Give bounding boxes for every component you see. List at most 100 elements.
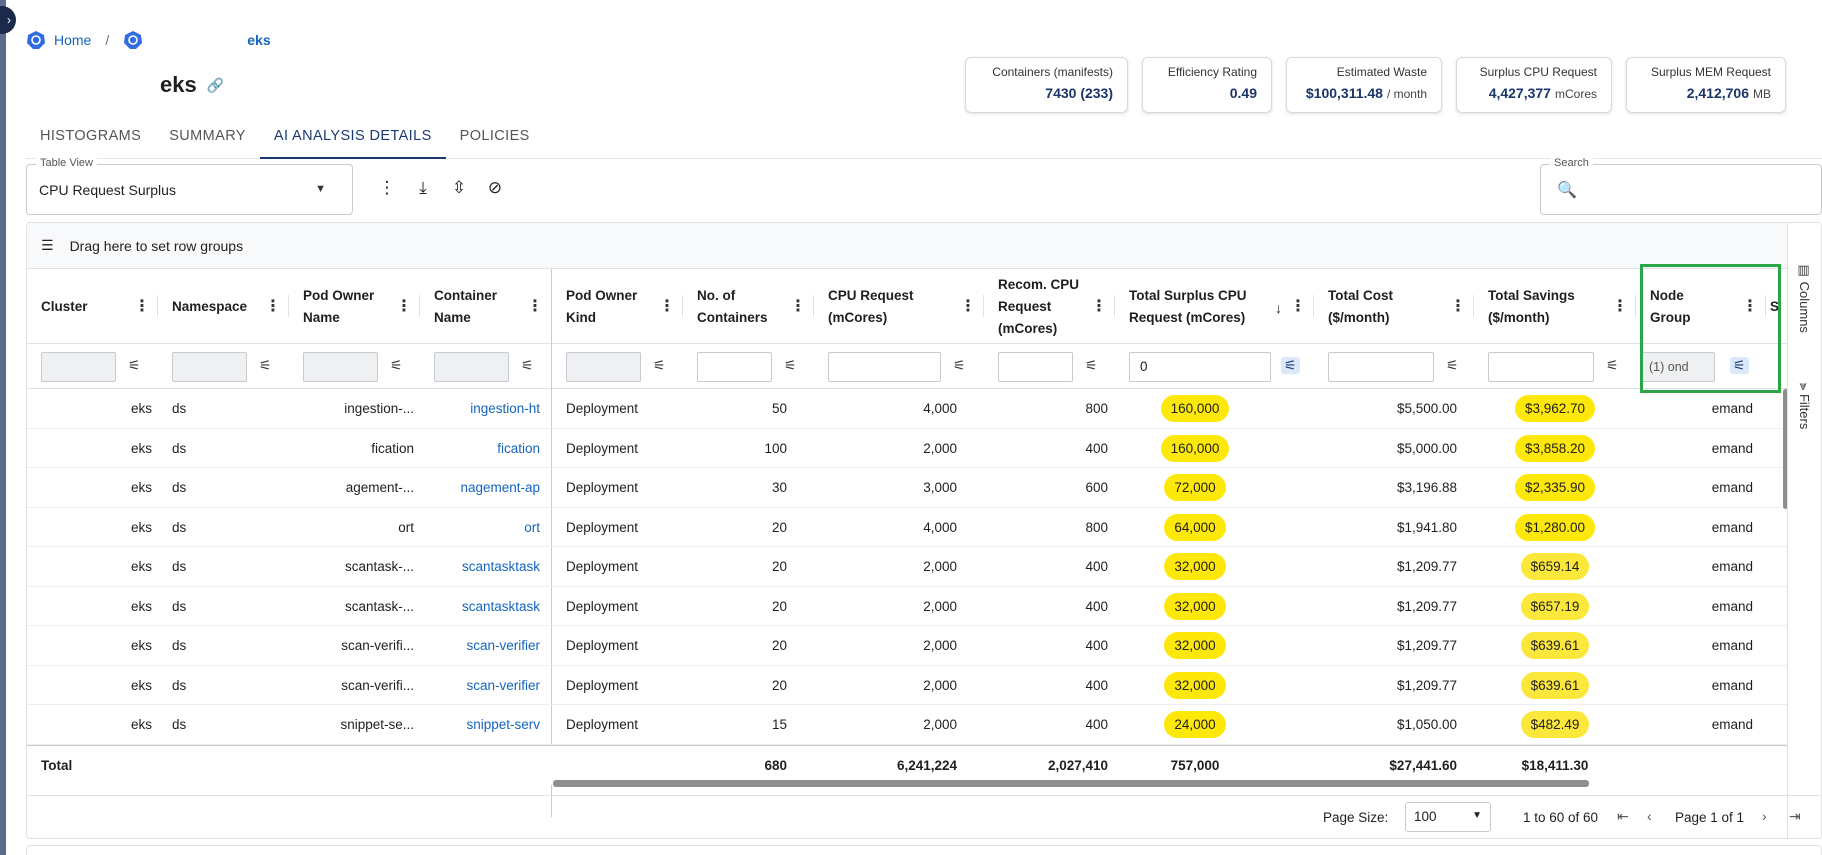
table-view-select[interactable]: Table View CPU Request Surplus ▼ xyxy=(26,157,353,215)
filter-cluster-input[interactable] xyxy=(41,352,116,382)
col-header-recom-cpu[interactable]: Recom. CPU Request (mCores) ⋮ xyxy=(984,269,1115,344)
filter-surplus-input[interactable]: 0 xyxy=(1129,352,1271,382)
breadcrumb-cluster-link[interactable]: eks xyxy=(247,32,271,48)
first-page-icon[interactable]: ⇤ xyxy=(1617,808,1629,824)
filter-cpu-input[interactable] xyxy=(828,352,941,382)
prev-page-icon[interactable]: ‹ xyxy=(1647,808,1652,824)
cell-container[interactable]: ingestion-ht xyxy=(470,401,540,416)
clear-filter-icon[interactable]: ⊘ xyxy=(487,178,503,197)
table-row[interactable]: eks ds agement-... nagement-ap Deployment 30 3… xyxy=(27,468,1787,508)
columns-icon: ▥ xyxy=(1797,263,1812,282)
cell-cpu: 2,000 xyxy=(923,440,957,456)
sort-desc-icon[interactable]: ↓ xyxy=(1275,300,1282,316)
col-header-namespace[interactable]: Namespace ⋮ xyxy=(158,269,289,344)
filter-icon[interactable]: ⚟ xyxy=(521,357,534,373)
filter-icon[interactable]: ⚟ xyxy=(1281,357,1300,374)
tab-histograms[interactable]: HISTOGRAMS xyxy=(40,128,142,144)
filter-icon[interactable]: ⚟ xyxy=(784,357,797,373)
column-menu-icon[interactable]: ⋮ xyxy=(265,298,281,315)
col-header-total-savings[interactable]: Total Savings ($/month) ⋮ xyxy=(1474,269,1636,344)
filter-pod-owner-input[interactable] xyxy=(303,352,378,382)
filter-containers-input[interactable] xyxy=(697,352,772,382)
cell-container[interactable]: scantasktask xyxy=(461,598,540,614)
cell-container[interactable]: scantasktask xyxy=(461,559,540,574)
breadcrumb-home-link[interactable]: Home xyxy=(54,32,92,48)
cell-container[interactable]: scan-verifier xyxy=(466,638,540,653)
table-row[interactable]: eks ds snippet-se... snippet-serv Deployment… xyxy=(27,705,1787,745)
column-menu-icon[interactable]: ⋮ xyxy=(134,298,150,315)
cell-container[interactable]: nagement-ap xyxy=(460,480,540,495)
filter-icon[interactable]: ⚟ xyxy=(128,357,141,373)
tab-policies[interactable]: POLICIES xyxy=(459,128,530,144)
table-row[interactable]: eks ds scan-verifi... scan-verifier Deployme… xyxy=(27,626,1787,666)
col-header-container-name[interactable]: Container Name ⋮ xyxy=(434,287,543,325)
filter-icon[interactable]: ⚟ xyxy=(1446,357,1459,373)
cell-container[interactable]: ort xyxy=(524,519,540,535)
next-page-icon[interactable]: › xyxy=(1762,808,1767,824)
column-menu-icon[interactable]: ⋮ xyxy=(960,298,976,315)
filter-container-input[interactable] xyxy=(434,352,509,382)
table-row[interactable]: eks ds scan-verifi... scan-verifier Deployme… xyxy=(27,666,1787,705)
horizontal-scrollbar[interactable] xyxy=(553,780,1589,787)
tab-ai-analysis-details[interactable]: AI ANALYSIS DETAILS xyxy=(259,122,446,159)
col-header-cluster[interactable]: Cluster ⋮ xyxy=(27,269,158,344)
filter-icon[interactable]: ⚟ xyxy=(1606,357,1619,373)
menu-dots-icon[interactable]: ⋮ xyxy=(378,178,396,197)
search-input[interactable] xyxy=(1585,177,1805,203)
column-menu-icon[interactable]: ⋮ xyxy=(1290,298,1306,315)
tab-summary[interactable]: SUMMARY xyxy=(169,128,246,144)
cell-container[interactable]: snippet-serv xyxy=(466,717,540,732)
surplus-badge: 160,000 xyxy=(1160,395,1230,422)
sidebar-toggle-button[interactable]: › xyxy=(0,6,16,34)
filter-namespace-input[interactable] xyxy=(172,352,247,382)
search-field[interactable]: Search 🔍 xyxy=(1540,157,1822,215)
filter-kind-input[interactable] xyxy=(566,352,641,382)
column-menu-icon[interactable]: ⋮ xyxy=(790,298,806,315)
table-row[interactable]: eks ds ingestion-... ingestion-ht Deployment… xyxy=(27,389,1787,429)
filter-cost-input[interactable] xyxy=(1328,352,1434,382)
table-row[interactable]: eks ds fication fication Deployment 100 2,000 4… xyxy=(27,429,1787,468)
filter-icon[interactable]: ⚟ xyxy=(653,357,666,373)
column-menu-icon[interactable]: ⋮ xyxy=(527,298,543,315)
page-size-select[interactable]: 100 ▼ xyxy=(1405,802,1491,832)
side-tab-filters[interactable]: ⫸ Filters xyxy=(1797,383,1812,430)
filter-icon[interactable]: ⚟ xyxy=(259,357,272,373)
column-menu-icon[interactable]: ⋮ xyxy=(1742,298,1758,315)
filter-recom-input[interactable] xyxy=(998,352,1073,382)
column-menu-icon[interactable]: ⋮ xyxy=(396,298,412,315)
column-menu-icon[interactable]: ⋮ xyxy=(1450,298,1466,315)
filter-icon[interactable]: ⚟ xyxy=(953,357,966,373)
col-header-containers[interactable]: No. of Containers ⋮ xyxy=(683,269,814,344)
row-group-bar[interactable]: ☰ Drag here to set row groups xyxy=(27,223,1821,269)
col-header-total-cost[interactable]: Total Cost ($/month) ⋮ xyxy=(1314,269,1474,344)
column-menu-icon[interactable]: ⋮ xyxy=(1612,298,1628,315)
col-header-pod-owner-kind[interactable]: Pod Owner Kind ⋮ xyxy=(552,269,683,344)
col-header-cpu-request[interactable]: CPU Request (mCores) ⋮ xyxy=(814,269,984,344)
table-row[interactable]: eks ds scantask-... scantasktask Deployment 2… xyxy=(27,587,1787,626)
side-tab-columns[interactable]: ▥ Columns xyxy=(1797,263,1812,333)
filter-icon[interactable]: ⚟ xyxy=(1085,357,1098,373)
vertical-scrollbar[interactable] xyxy=(1783,389,1788,509)
column-menu-icon[interactable]: ⋮ xyxy=(659,298,675,315)
column-menu-icon[interactable]: ⋮ xyxy=(1091,298,1107,315)
cell-cost: $1,209.77 xyxy=(1396,638,1457,653)
filter-icon[interactable]: ⚟ xyxy=(390,357,403,373)
link-icon[interactable]: 🔗 xyxy=(206,76,225,93)
col-header-pod-owner-name[interactable]: Pod Owner Name ⋮ xyxy=(289,269,420,344)
cell-node-group: emand xyxy=(1711,717,1753,732)
savings-badge: $3,858.20 xyxy=(1514,434,1596,462)
cell-container[interactable]: scan-verifier xyxy=(466,677,540,693)
download-icon[interactable]: ⤓ xyxy=(419,178,427,197)
last-page-icon[interactable]: ⇥ xyxy=(1789,808,1801,824)
filter-icon[interactable]: ⚟ xyxy=(1730,357,1749,374)
total-savings: $18,411.30 xyxy=(1521,758,1589,773)
cell-container[interactable]: fication xyxy=(497,440,540,456)
filter-savings-input[interactable] xyxy=(1488,352,1594,382)
total-surplus: 757,000 xyxy=(1170,758,1220,773)
col-header-node-group[interactable]: Node Group ⋮ xyxy=(1636,269,1766,344)
table-row[interactable]: eks ds scantask-... scantasktask Deployment 2… xyxy=(27,547,1787,587)
collapse-icon[interactable]: ⇳ xyxy=(451,178,467,197)
col-header-next-partial[interactable]: S xyxy=(1770,298,1780,314)
table-row[interactable]: eks ds ort ort Deployment 20 4,000 800 64,000 $1,… xyxy=(27,508,1787,547)
col-header-surplus-cpu[interactable]: Total Surplus CPU Request (mCores) ↓ ⋮ xyxy=(1115,269,1314,344)
